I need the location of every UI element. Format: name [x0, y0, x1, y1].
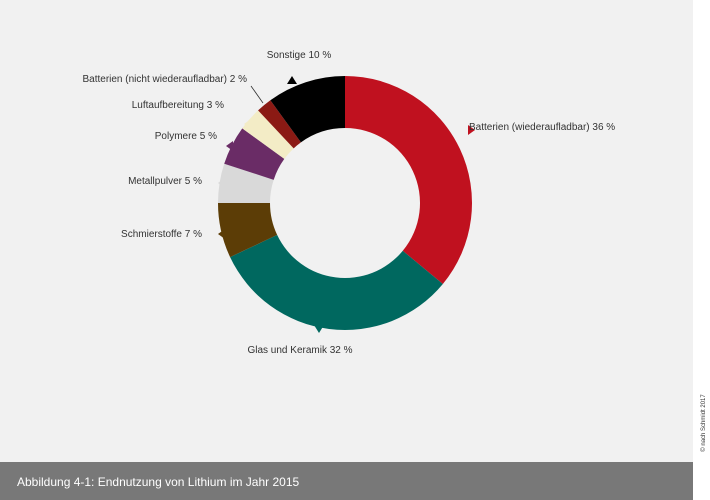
- slice-batterien-wiederaufladbar: [345, 76, 472, 284]
- label-batterien-wiederaufladbar: Batterien (wiederaufladbar) 36 %: [469, 122, 615, 133]
- label-metallpulver: Metallpulver 5 %: [128, 176, 202, 187]
- slice-pointer-luftaufbereitung: [244, 119, 251, 129]
- slice-pointer-batterien-wiederaufladbar: [468, 125, 475, 135]
- slice-batterien-nicht-wiederaufladbar: [258, 100, 301, 149]
- label-sonstige: Sonstige 10 %: [267, 50, 332, 61]
- slice-schmierstoffe: [218, 203, 278, 258]
- chart-panel: Batterien (wiederaufladbar) 36 % Glas und…: [0, 0, 693, 462]
- slice-pointer-schmierstoffe: [218, 229, 225, 239]
- slice-pointer-glas-und-keramik: [314, 325, 324, 333]
- label-polymere: Polymere 5 %: [155, 131, 217, 142]
- slice-luftaufbereitung: [242, 110, 294, 159]
- leader-line: [250, 85, 264, 104]
- label-glas-und-keramik: Glas und Keramik 32 %: [247, 345, 352, 356]
- slice-glas-und-keramik: [230, 234, 443, 331]
- slice-polymere: [224, 128, 285, 180]
- slice-sonstige: [270, 76, 345, 143]
- slice-pointer-sonstige: [287, 76, 297, 84]
- slice-metallpulver: [218, 163, 274, 203]
- donut-chart: Batterien (wiederaufladbar) 36 % Glas und…: [82, 50, 615, 356]
- label-luftaufbereitung: Luftaufbereitung 3 %: [132, 100, 224, 111]
- label-batterien-nicht-wiederaufladbar: Batterien (nicht wiederaufladbar) 2 %: [82, 74, 247, 85]
- figure-caption: Abbildung 4-1: Endnutzung von Lithium im…: [17, 475, 300, 489]
- caption-bar: [0, 462, 693, 500]
- label-schmierstoffe: Schmierstoffe 7 %: [121, 229, 202, 240]
- slice-pointer-metallpulver: [218, 178, 225, 188]
- slice-pointer-polymere: [226, 141, 233, 151]
- source-credit: © nach Schmidt 2017: [701, 394, 707, 452]
